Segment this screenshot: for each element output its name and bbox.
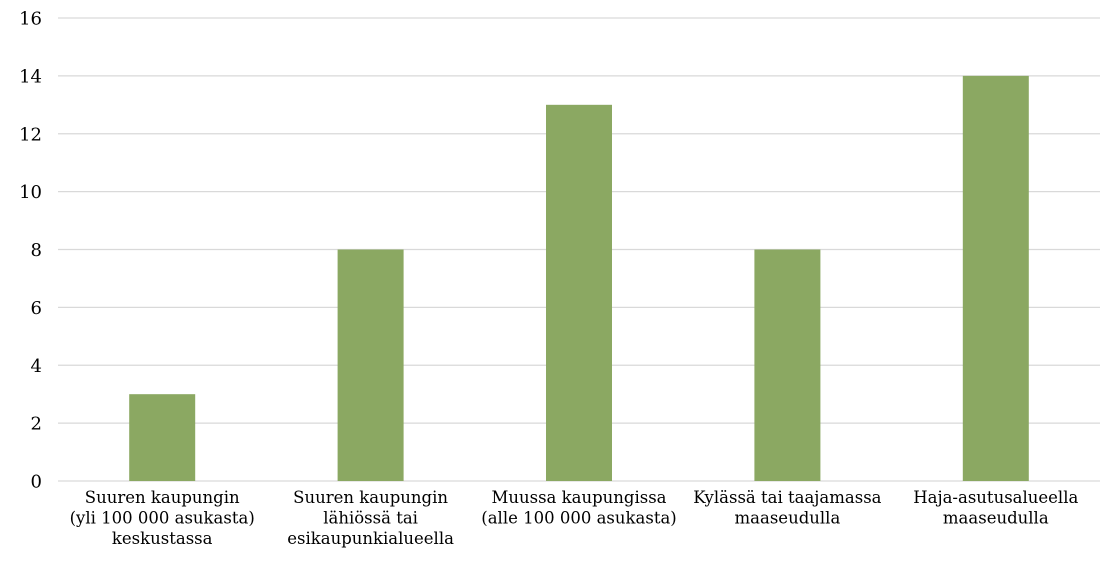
y-tick-label: 4 (31, 356, 42, 377)
category-label-line: Muussa kaupungissa (491, 488, 666, 507)
category-label-line: Suuren kaupungin (85, 488, 240, 507)
category-label-line: keskustassa (112, 529, 213, 548)
bar (546, 104, 612, 481)
bar (754, 249, 821, 481)
y-tick-label: 14 (19, 66, 42, 87)
category-label-line: (yli 100 000 asukasta) (70, 509, 255, 528)
y-tick-label: 12 (19, 124, 42, 145)
category-label: Muussa kaupungissa (alle 100 000 asukasta… (481, 488, 676, 528)
bar (129, 394, 196, 481)
y-tick-label: 8 (31, 240, 42, 261)
bar (962, 75, 1029, 481)
category-label-line: lähiössä tai (323, 509, 418, 528)
y-tick-label: 6 (31, 298, 42, 319)
x-axis-category-labels: Suuren kaupungin (yli 100 000 asukasta) ke… (70, 488, 1079, 548)
y-tick-label: 2 (31, 414, 42, 435)
category-label: Kylässä tai taajamassa maaseudulla (693, 488, 881, 528)
category-label: Suuren kaupungin lähiössä tai esikaupunkia… (287, 488, 454, 548)
category-label: Suuren kaupungin (yli 100 000 asukasta) ke… (70, 488, 255, 548)
bar (337, 249, 404, 481)
category-label-line: maaseudulla (735, 509, 841, 528)
y-tick-label: 10 (19, 182, 42, 203)
category-label-line: esikaupunkialueella (287, 529, 454, 548)
y-tick-label: 0 (31, 472, 42, 493)
category-label-line: (alle 100 000 asukasta) (481, 509, 676, 528)
category-label: Haja-asutusalueella maaseudulla (913, 488, 1078, 528)
category-label-line: Suuren kaupungin (293, 488, 448, 507)
category-label-line: Kylässä tai taajamassa (693, 488, 881, 507)
category-label-line: maaseudulla (943, 509, 1049, 528)
y-axis-ticks: 0 2 4 6 8 10 12 14 16 (19, 9, 42, 493)
bars (129, 75, 1029, 481)
category-label-line: Haja-asutusalueella (913, 488, 1078, 507)
y-tick-label: 16 (19, 9, 42, 30)
